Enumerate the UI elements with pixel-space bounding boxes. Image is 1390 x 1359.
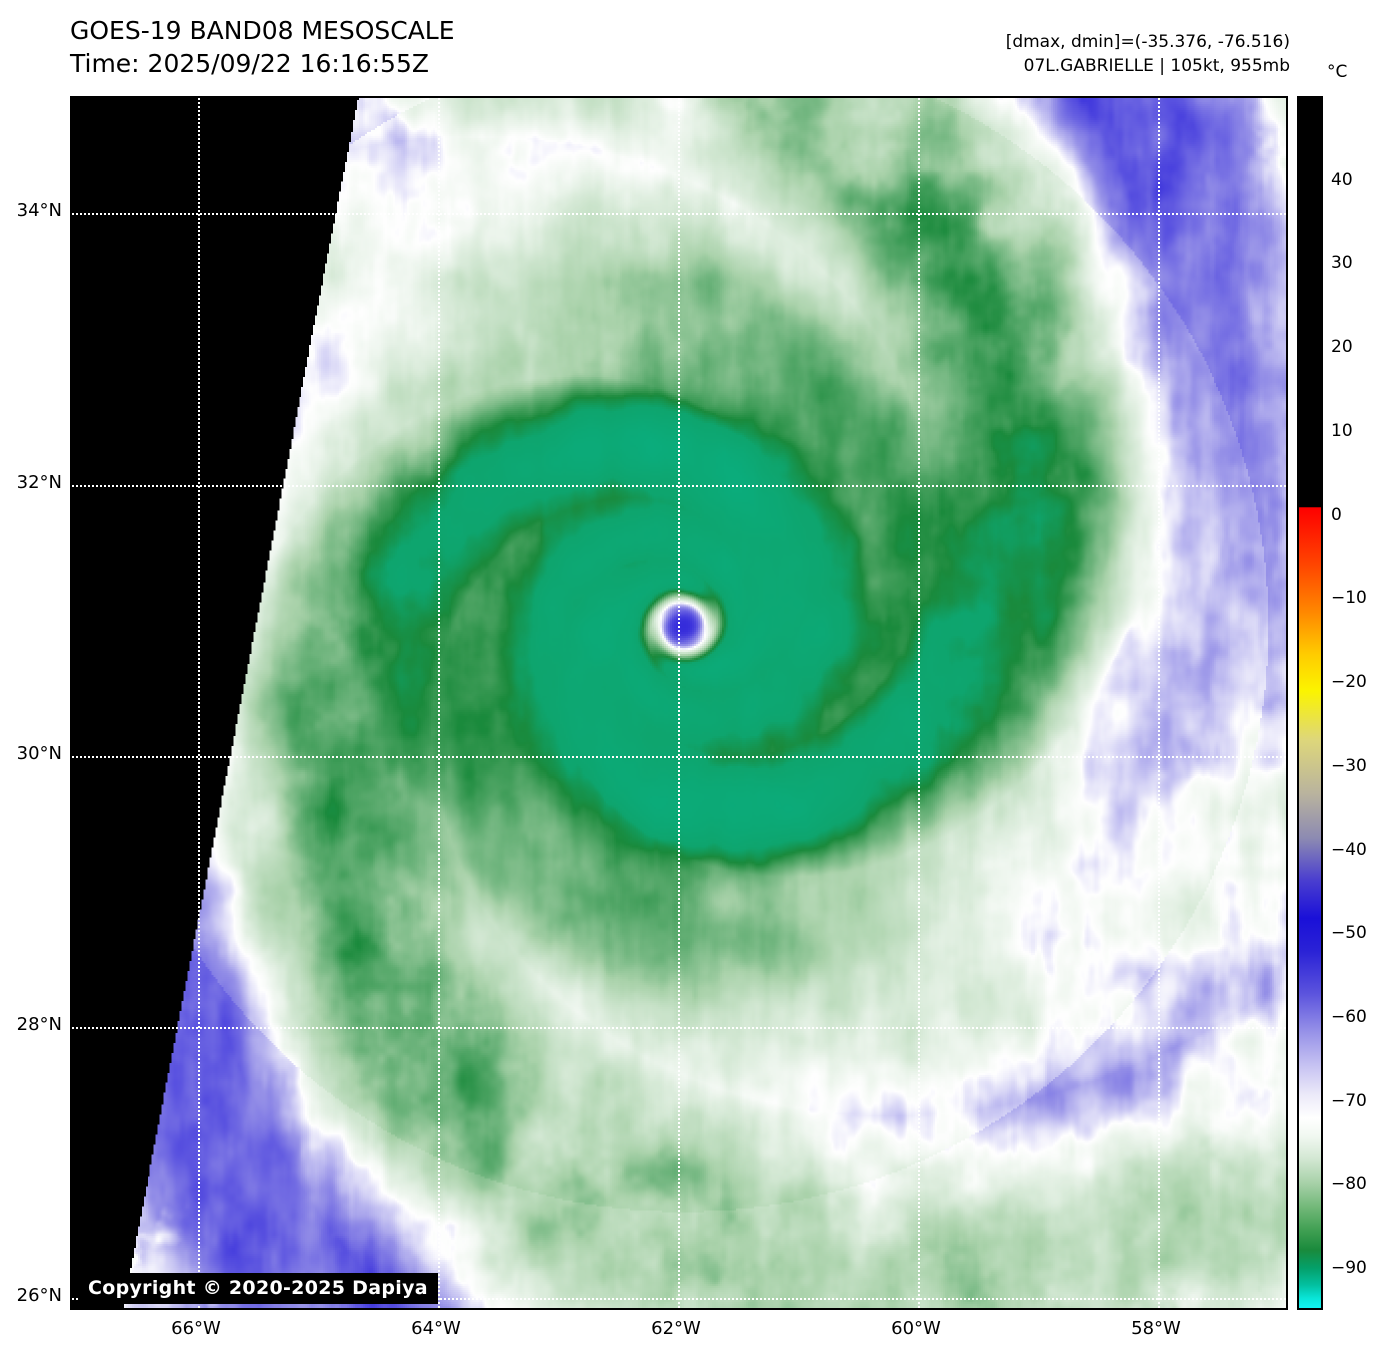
x-tick-label-4: 58°W [1131, 1318, 1181, 1339]
chart-title: GOES-19 BAND08 MESOSCALE Time: 2025/09/2… [70, 14, 455, 80]
colorbar-tick-3: 10 [1331, 420, 1353, 441]
data-range-annotation: [dmax, dmin]=(-35.376, -76.516) 07L.GABR… [1006, 31, 1290, 79]
satellite-imagery-canvas [72, 98, 1286, 1308]
colorbar-tick-13: −90 [1331, 1258, 1367, 1279]
colorbar-tick-6: −20 [1331, 672, 1367, 693]
colorbar-tick-10: −60 [1331, 1006, 1367, 1027]
title-line-1: GOES-19 BAND08 MESOSCALE [70, 16, 455, 45]
y-tick-text-1: 32°N [16, 471, 62, 493]
x-tick-label-0: 66°W [171, 1318, 221, 1339]
colorbar-unit-label: °C [1327, 62, 1348, 82]
temperature-colorbar [1297, 96, 1323, 1310]
x-tick-label-2: 62°W [651, 1318, 701, 1339]
y-tick-text-2: 30°N [16, 742, 62, 764]
storm-info-label: 07L.GABRIELLE | 105kt, 955mb [1023, 55, 1290, 76]
x-tick-label-1: 64°W [411, 1318, 461, 1339]
colorbar-tick-4: 0 [1331, 504, 1342, 525]
colorbar-tick-9: −50 [1331, 923, 1367, 944]
colorbar-tick-0: 40 [1331, 169, 1353, 190]
colorbar-tick-11: −70 [1331, 1090, 1367, 1111]
x-tick-label-3: 60°W [891, 1318, 941, 1339]
dmax-dmin-label: [dmax, dmin]=(-35.376, -76.516) [1005, 32, 1290, 52]
y-tick-text-3: 28°N [16, 1014, 62, 1036]
colorbar-tick-12: −80 [1331, 1174, 1367, 1195]
colorbar-tick-8: −40 [1331, 839, 1367, 860]
colorbar-tick-5: −10 [1331, 588, 1367, 609]
y-tick-text-4: 26°N [16, 1285, 62, 1307]
copyright-watermark: Copyright © 2020-2025 Dapiya [78, 1273, 438, 1304]
title-line-2: Time: 2025/09/22 16:16:55Z [70, 49, 429, 78]
satellite-image-plot: Copyright © 2020-2025 Dapiya [70, 96, 1288, 1310]
colorbar-tick-1: 30 [1331, 253, 1353, 274]
colorbar-tick-2: 20 [1331, 337, 1353, 358]
y-tick-text-0: 34°N [16, 200, 62, 222]
colorbar-tick-7: −30 [1331, 755, 1367, 776]
